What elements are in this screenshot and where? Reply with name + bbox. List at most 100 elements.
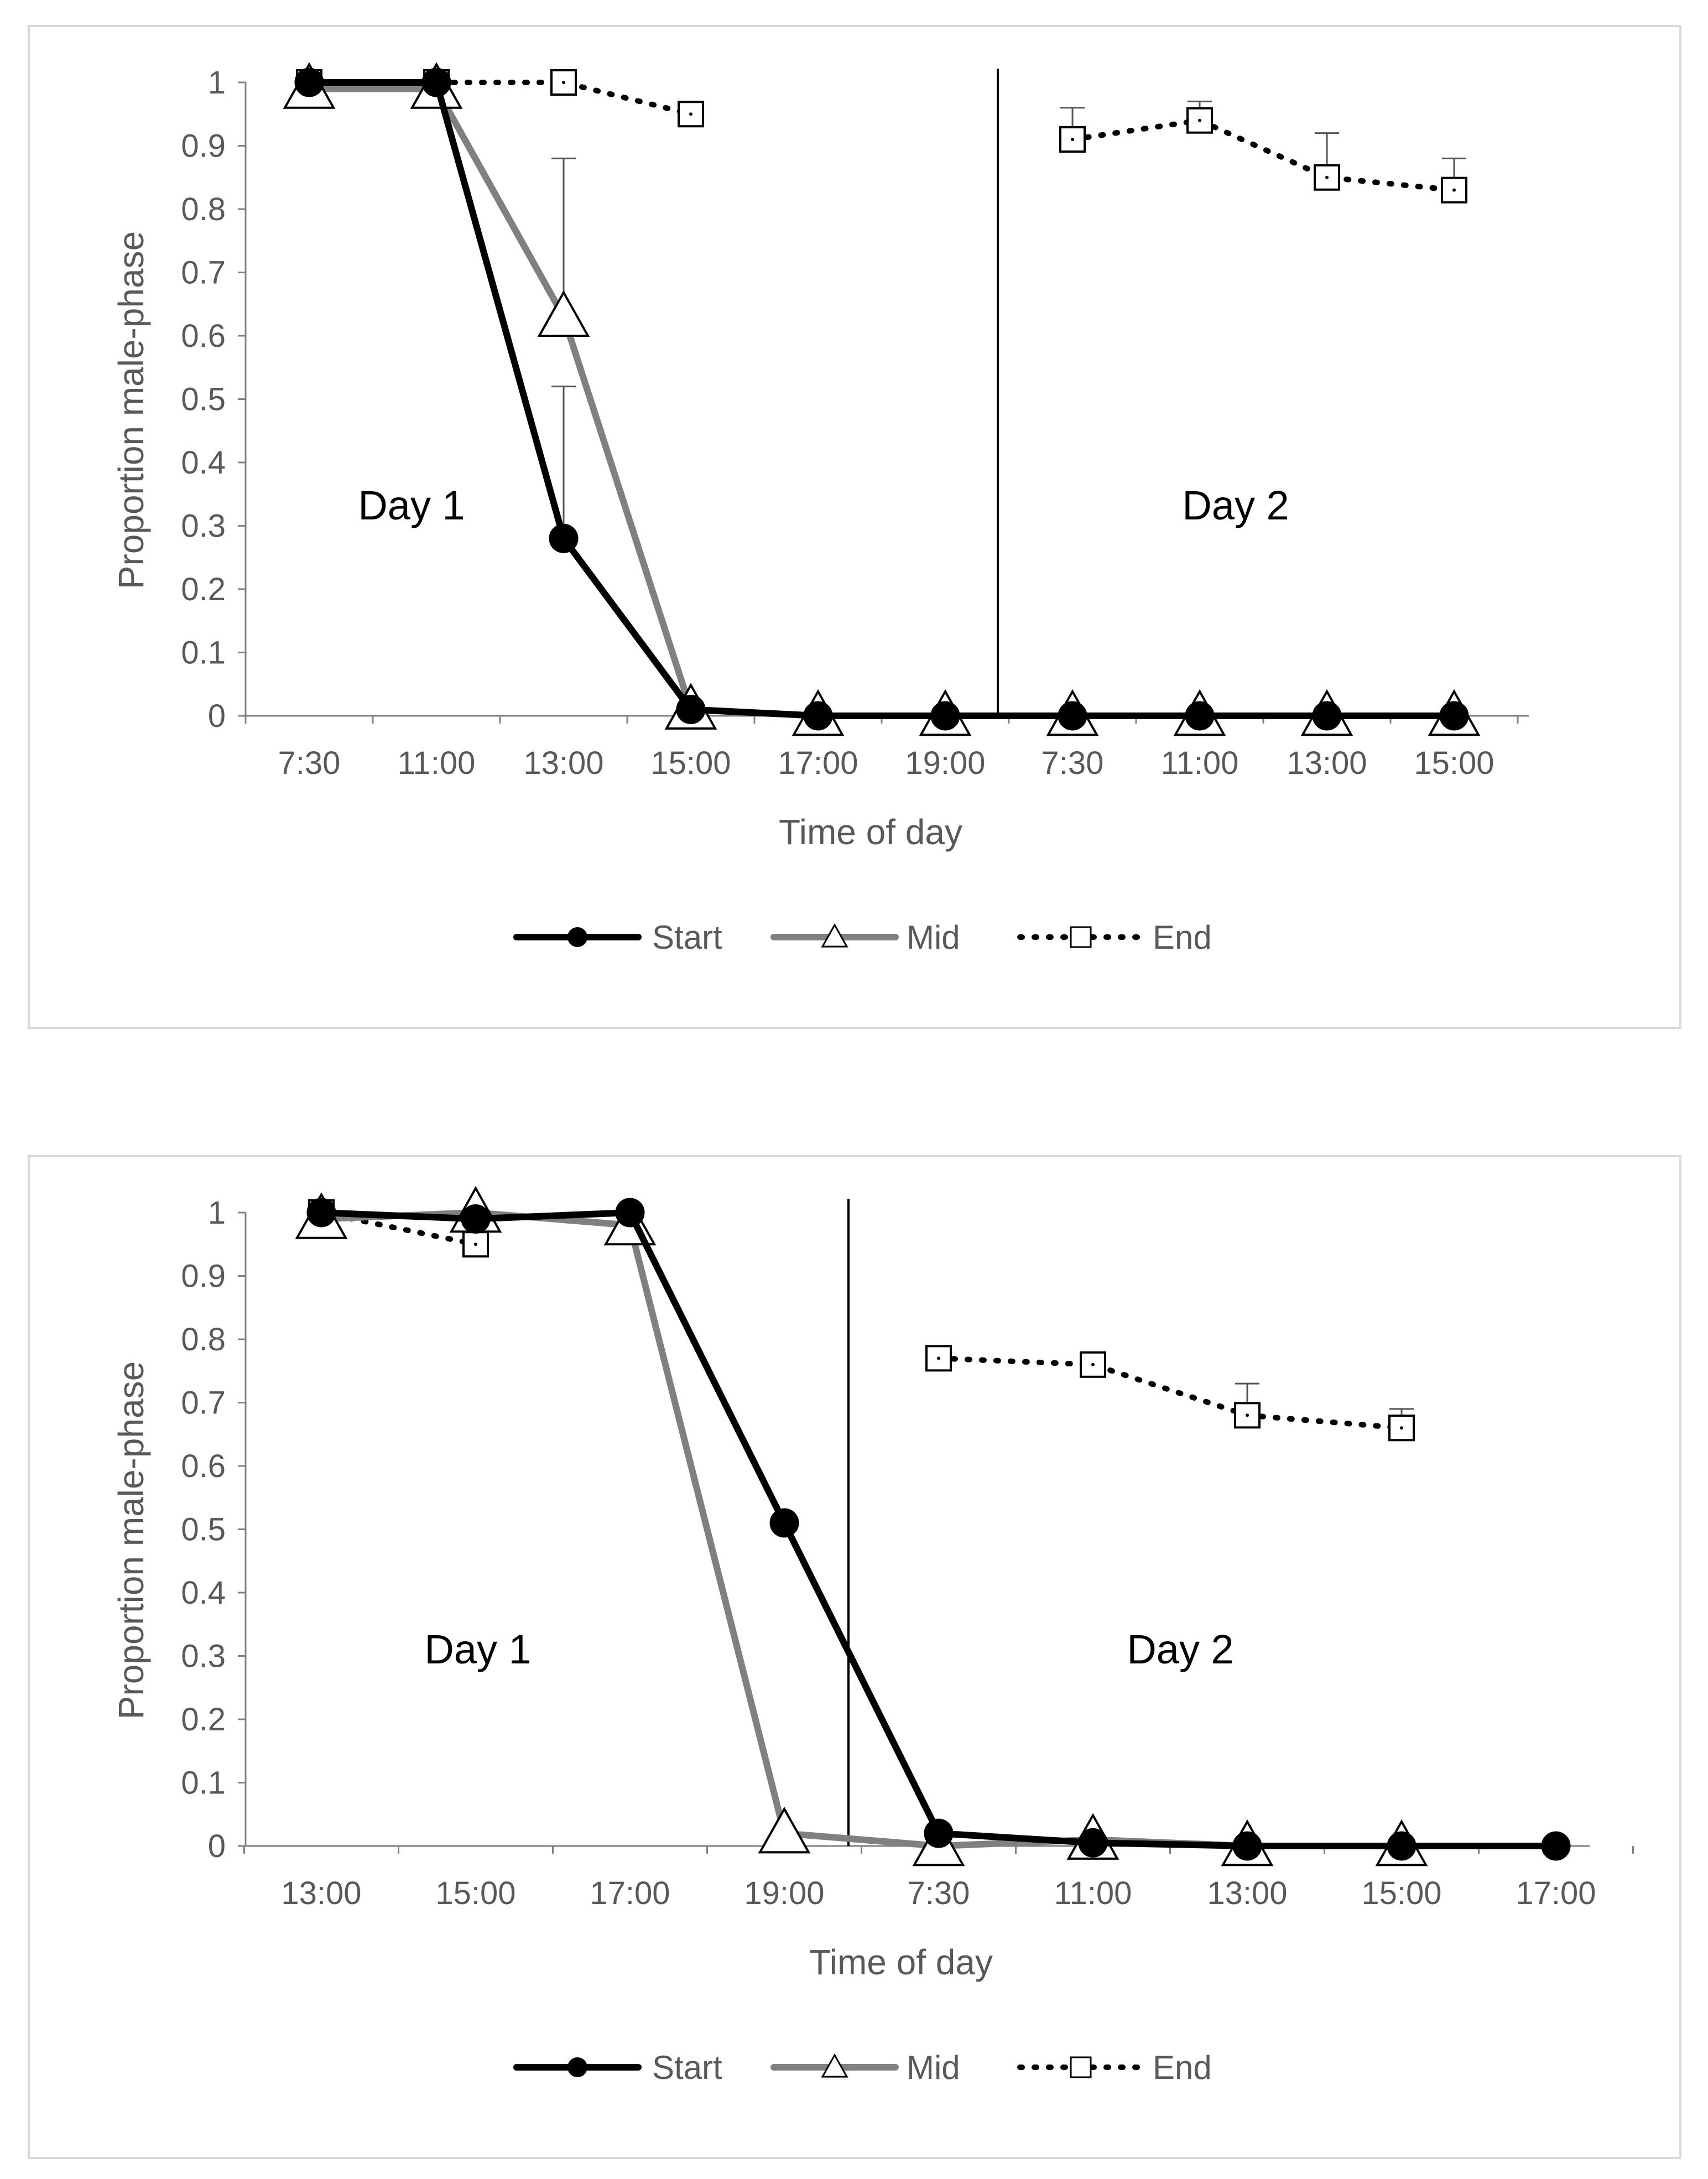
chart2-start-point: [461, 1204, 491, 1234]
chart2-x-tick-label: 13:00: [281, 1875, 361, 1911]
chart1-x-tick-label: 15:00: [650, 745, 731, 781]
chart2-x-axis-title: Time of day: [809, 1942, 993, 1982]
chart1-end-line: [1070, 117, 1457, 193]
chart1-end-line: [306, 80, 694, 117]
chart1-y-tick-label: 0.7: [181, 255, 226, 291]
chart2-y-axis-title: Proportion male-phase: [111, 1361, 151, 1719]
chart2-start-point: [769, 1508, 799, 1538]
chart2-y-tick-label: 0.9: [181, 1258, 226, 1294]
chart1-y-tick-label: 0.2: [181, 571, 226, 607]
chart1-x-tick-label: 11:00: [1161, 745, 1239, 781]
chart2-legend-mid-label: Mid: [907, 2049, 960, 2086]
chart1-legend-mid-marker: [821, 923, 848, 948]
chart2-end-point-center: [1246, 1413, 1249, 1417]
chart2-x-tick-label: 15:00: [435, 1875, 515, 1911]
chart2-start-point: [1541, 1831, 1571, 1861]
chart1-end-point-center: [1452, 188, 1456, 192]
chart1-y-tick-label: 0.9: [181, 128, 226, 164]
chart1-y-tick-label: 0.4: [181, 445, 226, 481]
chart2-mid-line: [318, 1209, 1405, 1849]
chart1-y-tick-label: 0.5: [181, 382, 226, 418]
chart2-legend-end-marker: [1070, 2056, 1092, 2078]
chart2-day-label: Day 1: [424, 1626, 531, 1672]
chart2-y-tick-label: 0.7: [181, 1385, 226, 1421]
chart1-legend-start-label: Start: [652, 919, 722, 956]
chart1-legend-end-marker: [1070, 926, 1092, 948]
chart2-start-point: [1232, 1831, 1262, 1861]
chart2-y-tick-label: 0.6: [181, 1448, 226, 1484]
chart2-legend-end-label: End: [1153, 2049, 1212, 2086]
chart2-y-tick-label: 0: [208, 1828, 226, 1864]
chart2-day-label: Day 2: [1127, 1626, 1233, 1672]
chart2-x-tick-label: 17:00: [1516, 1875, 1596, 1911]
chart1-legend-end-label: End: [1153, 919, 1212, 956]
chart2-end-point: [1388, 1414, 1415, 1442]
chart2-start-point: [1078, 1828, 1108, 1858]
chart1-y-tick-label: 1: [208, 65, 226, 101]
chart2-legend-start-marker: [567, 2057, 587, 2077]
chart1-start-point: [1185, 701, 1215, 731]
chart2-y-tick-label: 0.8: [181, 1322, 226, 1358]
chart2-y-tick-label: 0.5: [181, 1512, 226, 1548]
chart1-end-point-center: [1071, 138, 1074, 142]
chart2-y-tick-label: 1: [208, 1195, 226, 1231]
chart1-end-point-center: [562, 81, 565, 84]
chart1-start-point: [549, 523, 579, 553]
chart1-start-point: [1058, 701, 1087, 731]
chart1-end-point-center: [689, 112, 692, 116]
chart1-x-tick-label: 19:00: [905, 745, 985, 781]
chart1-start-point: [676, 695, 706, 725]
chart1-start-line: [306, 79, 1457, 719]
chart2-start-point: [924, 1818, 954, 1848]
chart1-end-point-center: [1198, 118, 1201, 122]
chart2-x-tick-label: 15:00: [1361, 1875, 1441, 1911]
chart1-start-point: [803, 701, 833, 731]
chart1-legend-start-marker: [567, 927, 587, 947]
chart-panel-bottom: 0 0.1 0.2 0.3 0.4 0.5 0.6 0.7 0.8 0.9 1 13:00 15:00 1…: [28, 1155, 1681, 2159]
chart2-legend-mid-marker: [821, 2053, 848, 2078]
chart1-start-point: [421, 67, 451, 97]
chart-panel-top: 0 0.1 0.2 0.3 0.4 0.5 0.6 0.7 0.8 0.9 1 7:30 11:00 13…: [28, 25, 1681, 1029]
chart2-x-tick-label: 7:30: [908, 1875, 970, 1911]
chart1-y-tick-label: 0.8: [181, 191, 226, 227]
chart1-start-point: [294, 67, 324, 97]
chart2-end-point-center: [1091, 1362, 1095, 1366]
chart2-start-point: [1387, 1831, 1417, 1861]
chart1-x-tick-label: 13:00: [1287, 745, 1367, 781]
chart1-start-point: [930, 701, 960, 731]
chart2-x-tick-label: 19:00: [744, 1875, 824, 1911]
chart1-x-tick-label: 11:00: [398, 745, 476, 781]
chart1-y-tick-label: 0.1: [181, 635, 226, 671]
chart2-end-line: [936, 1355, 1404, 1431]
chart2-y-tick-label: 0.4: [181, 1575, 226, 1611]
chart1-x-tick-label: 7:30: [1042, 745, 1104, 781]
chart1-x-tick-label: 15:00: [1414, 745, 1494, 781]
chart2-x-tick-label: 17:00: [590, 1875, 670, 1911]
chart2-x-tick-label: 11:00: [1054, 1875, 1132, 1911]
chart1-day-label: Day 2: [1182, 482, 1289, 528]
chart2-y-tick-label: 0.1: [181, 1765, 226, 1801]
chart1-x-tick-label: 7:30: [278, 745, 341, 781]
chart2-start-point: [306, 1198, 336, 1228]
chart2-x-tick-label: 13:00: [1207, 1875, 1287, 1911]
chart-bottom: 0 0.1 0.2 0.3 0.4 0.5 0.6 0.7 0.8 0.9 1 13:00 15:00 1…: [111, 1185, 1634, 2086]
chart2-end-point-center: [474, 1242, 477, 1246]
chart1-end-point-center: [1325, 175, 1329, 179]
chart2-y-tick-label: 0.3: [181, 1639, 226, 1674]
chart1-day-label: Day 1: [358, 482, 465, 528]
chart1-start-point: [1312, 701, 1342, 731]
chart2-legend-start-label: Start: [652, 2049, 722, 2086]
chart2-mid-point: [758, 1807, 811, 1854]
chart-top: 0 0.1 0.2 0.3 0.4 0.5 0.6 0.7 0.8 0.9 1 7:30 11:00 13…: [111, 62, 1529, 956]
chart1-y-tick-label: 0.6: [181, 318, 226, 354]
chart1-mid-line: [306, 85, 1457, 719]
chart2-end-point-center: [1400, 1426, 1403, 1430]
chart1-end-point: [1059, 126, 1086, 153]
chart1-y-axis-title: Proportion male-phase: [111, 231, 151, 589]
chart2-y-tick-label: 0.2: [181, 1702, 226, 1738]
chart1-start-point: [1439, 701, 1469, 731]
chart1-y-tick-label: 0: [208, 698, 226, 734]
chart1-legend-mid-label: Mid: [907, 919, 960, 956]
chart1-mid-point: [537, 290, 590, 337]
chart2-end-point: [1234, 1402, 1261, 1429]
